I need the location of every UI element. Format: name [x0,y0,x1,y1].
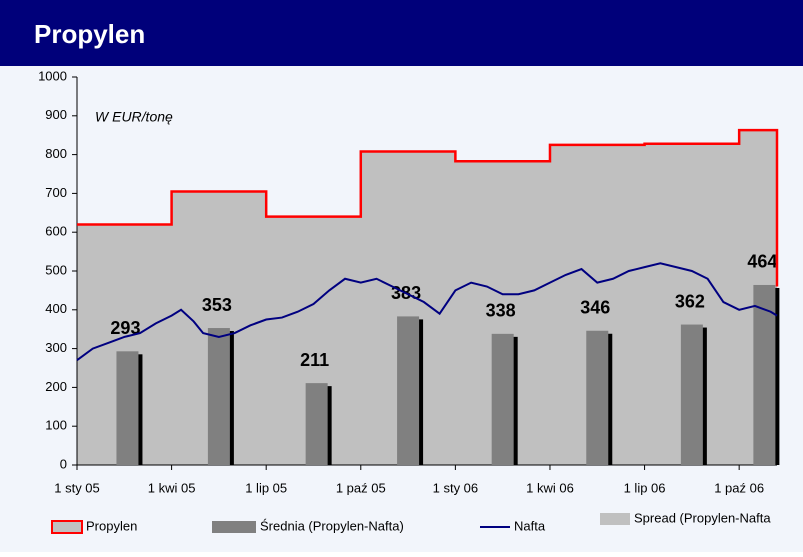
line [76,262,778,362]
legend-swatch [51,520,83,534]
x-tick-label: 1 paź 05 [336,480,386,495]
y-tick-label: 200 [45,379,67,394]
y-tick-label: 700 [45,185,67,200]
y-tick-label: 800 [45,146,67,161]
data-label: 353 [202,295,232,315]
data-label: 464 [747,252,777,272]
legend-swatch [600,513,630,525]
y-tick-label: 1000 [38,68,67,83]
y-tick-label: 500 [45,262,67,277]
chart-title: Propylen [34,19,145,49]
legend-label: Spread (Propylen-Nafta [634,510,771,525]
bar [397,316,420,465]
title-bar [0,0,803,66]
y-tick-label: 300 [45,340,67,355]
bar [207,328,230,465]
legend-label: Średnia (Propylen-Nafta) [260,518,404,533]
bar [753,284,776,465]
legend-label: Propylen [86,518,137,533]
x-tick-label: 1 sty 06 [433,480,479,495]
x-tick-label: 1 lip 05 [245,480,287,495]
x-tick-label: 1 paź 06 [714,480,764,495]
y-tick-label: 900 [45,107,67,122]
x-tick-label: 1 sty 05 [54,480,100,495]
bar [305,383,328,465]
x-tick-label: 1 kwi 06 [526,480,574,495]
line [77,128,779,287]
x-tick-label: 1 lip 06 [624,480,666,495]
y-tick-label: 400 [45,301,67,316]
annotation: W EUR/tonę [95,109,173,125]
data-label: 362 [675,291,705,311]
y-tick-label: 0 [60,456,67,471]
data-label: 211 [300,350,329,370]
legend-swatch [212,521,256,533]
bar [586,330,609,465]
y-tick-label: 600 [45,224,67,239]
data-label: 346 [580,298,610,318]
bar [491,333,514,465]
legend-label: Nafta [514,518,546,533]
x-tick-label: 1 kwi 05 [148,480,196,495]
data-label: 338 [486,301,516,321]
bar [680,324,703,465]
data-label: 293 [110,318,140,338]
y-tick-label: 100 [45,418,67,433]
bar [116,351,139,465]
